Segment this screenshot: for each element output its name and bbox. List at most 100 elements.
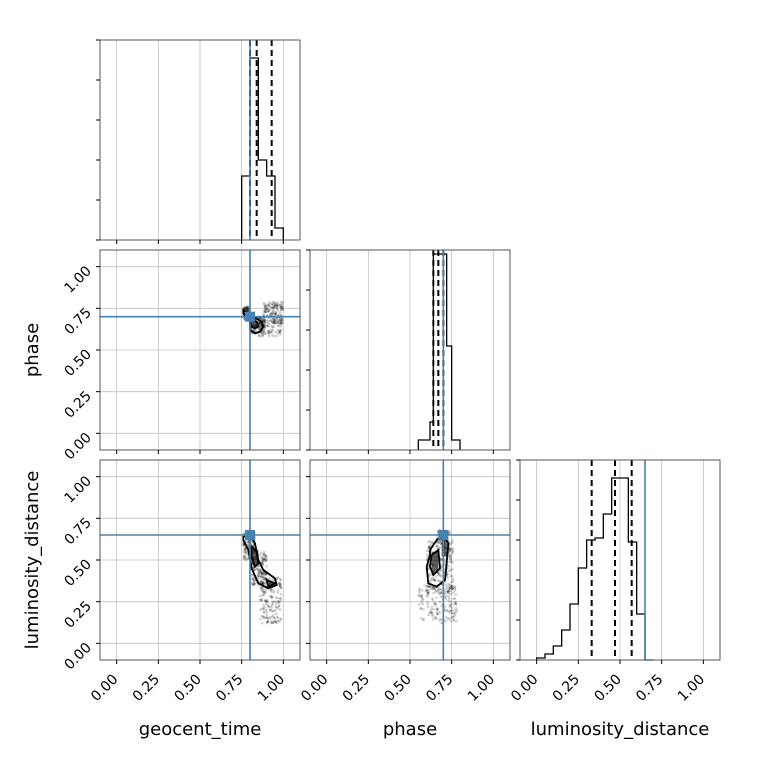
- sample-point: [263, 320, 266, 324]
- sample-point: [275, 320, 279, 324]
- sample-point: [277, 329, 281, 333]
- sample-point: [263, 318, 266, 322]
- sample-point: [263, 325, 267, 328]
- sample-point: [275, 307, 279, 311]
- sample-point: [426, 584, 430, 588]
- sample-point: [264, 559, 268, 562]
- sample-point: [451, 615, 455, 618]
- sample-point: [279, 328, 283, 332]
- sample-point: [263, 572, 267, 576]
- sample-point: [259, 324, 263, 327]
- sample-point: [277, 581, 281, 585]
- sample-point: [277, 605, 281, 608]
- sample-point: [439, 588, 443, 591]
- sample-point: [266, 320, 270, 323]
- sample-point: [270, 609, 273, 612]
- sample-point: [450, 574, 454, 578]
- sample-point: [262, 317, 266, 320]
- sample-point: [448, 530, 451, 533]
- sample-point: [439, 618, 442, 621]
- sample-point: [263, 553, 266, 556]
- sample-point: [450, 584, 454, 588]
- sample-point: [265, 318, 268, 322]
- sample-point: [277, 601, 281, 605]
- sample-point: [271, 609, 274, 613]
- sample-point: [439, 574, 443, 578]
- sample-point: [262, 560, 265, 564]
- sample-point: [434, 590, 437, 594]
- sample-point: [264, 555, 267, 558]
- sample-point: [262, 328, 265, 332]
- sample-point: [242, 543, 245, 547]
- sample-point: [263, 321, 267, 324]
- sample-point: [274, 330, 278, 334]
- sample-point: [280, 320, 284, 324]
- sample-point: [262, 610, 266, 614]
- sample-point: [270, 595, 274, 599]
- sample-point: [258, 572, 261, 576]
- sample-point: [270, 303, 274, 306]
- sample-point: [272, 301, 276, 304]
- sample-point: [275, 303, 278, 307]
- sample-point: [262, 554, 266, 557]
- sample-point: [268, 304, 271, 308]
- sample-point: [439, 542, 443, 545]
- sample-point: [259, 551, 263, 555]
- sample-point: [451, 567, 454, 571]
- sample-point: [260, 331, 263, 335]
- sample-point: [274, 600, 277, 603]
- density-contour: [429, 548, 441, 577]
- sample-point: [436, 540, 440, 544]
- sample-point: [272, 321, 276, 324]
- sample-point: [273, 305, 277, 308]
- sample-point: [262, 589, 266, 593]
- sample-point: [273, 302, 277, 306]
- sample-point: [276, 576, 280, 580]
- sample-point: [271, 614, 275, 617]
- sample-point: [421, 597, 425, 601]
- sample-point: [279, 319, 283, 323]
- sample-point: [449, 585, 453, 589]
- sample-point: [432, 578, 436, 581]
- sample-point: [276, 321, 280, 325]
- sample-point: [256, 569, 260, 572]
- sample-point: [451, 539, 454, 542]
- sample-point: [428, 544, 432, 547]
- sample-point: [246, 307, 250, 310]
- sample-point: [269, 312, 272, 316]
- sample-point: [421, 602, 424, 606]
- sample-point: [264, 616, 268, 619]
- sample-point: [431, 578, 435, 582]
- sample-point: [252, 583, 256, 586]
- sample-point: [448, 569, 451, 573]
- sample-point: [439, 570, 442, 573]
- sample-point: [277, 331, 280, 335]
- sample-point: [277, 313, 281, 316]
- sample-point: [251, 581, 254, 585]
- density-fill: [441, 540, 447, 557]
- sample-point: [429, 572, 433, 576]
- sample-point: [422, 617, 425, 621]
- sample-point: [270, 302, 274, 306]
- sample-point: [427, 566, 430, 570]
- sample-point: [433, 579, 437, 582]
- histogram-step-phase: [417, 253, 461, 450]
- sample-point: [245, 305, 248, 309]
- sample-point: [279, 319, 283, 322]
- sample-point: [269, 589, 273, 592]
- sample-point: [266, 604, 270, 607]
- sample-point: [449, 556, 452, 560]
- sample-point: [440, 591, 444, 595]
- sample-point: [271, 621, 275, 625]
- sample-point: [263, 322, 267, 326]
- sample-point: [451, 560, 454, 564]
- sample-point: [270, 320, 274, 323]
- sample-point: [446, 573, 449, 576]
- sample-point: [436, 579, 440, 582]
- sample-point: [281, 308, 284, 311]
- sample-point: [430, 605, 434, 608]
- sample-point: [279, 304, 283, 307]
- sample-point: [451, 547, 455, 551]
- sample-point: [275, 334, 278, 338]
- sample-point: [451, 616, 455, 619]
